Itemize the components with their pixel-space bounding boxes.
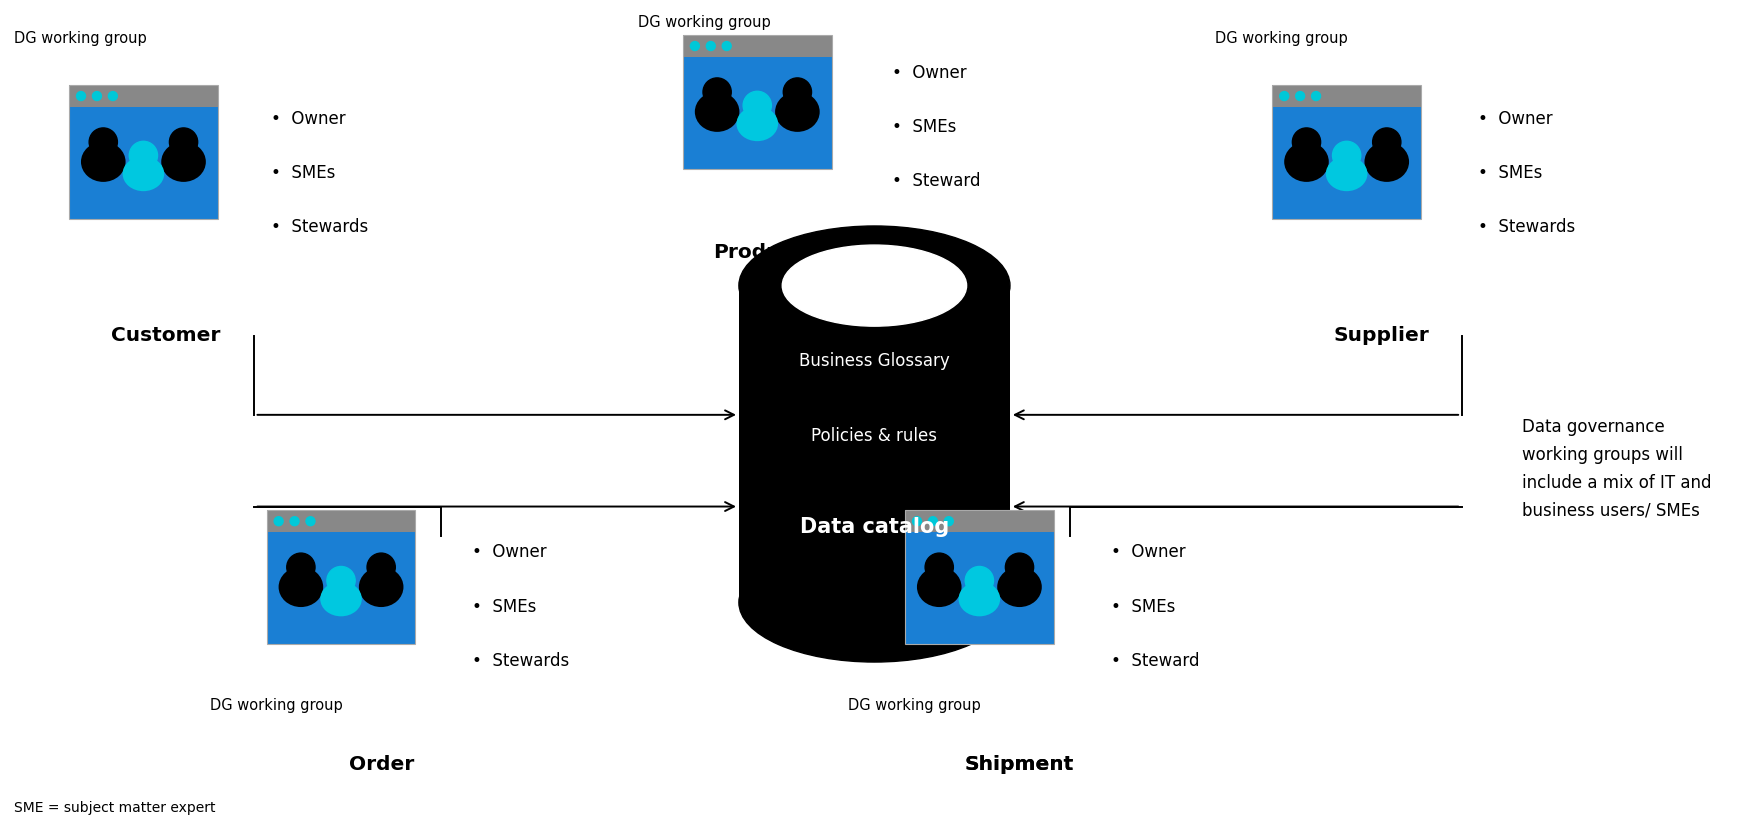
Text: •  SMEs: • SMEs — [1478, 164, 1541, 182]
Text: DG working group: DG working group — [1214, 31, 1348, 46]
Text: •  Steward: • Steward — [1110, 652, 1198, 670]
Text: Data governance
working groups will
include a mix of IT and
business users/ SMEs: Data governance working groups will incl… — [1520, 418, 1710, 520]
Text: Supplier: Supplier — [1334, 326, 1428, 345]
Circle shape — [743, 91, 771, 120]
Text: •  Stewards: • Stewards — [271, 218, 369, 236]
Text: DG working group: DG working group — [638, 15, 771, 29]
Circle shape — [306, 517, 315, 525]
Text: •  SMEs: • SMEs — [1110, 597, 1174, 616]
Text: Product: Product — [712, 243, 801, 261]
Text: •  Owner: • Owner — [473, 543, 546, 561]
Circle shape — [784, 78, 812, 106]
Circle shape — [286, 553, 315, 582]
Text: Shipment: Shipment — [965, 756, 1074, 774]
FancyBboxPatch shape — [267, 510, 415, 644]
Circle shape — [367, 553, 395, 582]
Circle shape — [1332, 142, 1360, 169]
Ellipse shape — [278, 567, 323, 607]
Circle shape — [965, 566, 993, 595]
Text: DG working group: DG working group — [14, 31, 146, 46]
FancyBboxPatch shape — [682, 35, 831, 57]
Text: Order: Order — [348, 756, 413, 774]
Circle shape — [169, 128, 197, 156]
Text: Policies & rules: Policies & rules — [812, 427, 936, 445]
Ellipse shape — [958, 582, 1000, 616]
Ellipse shape — [1325, 157, 1367, 191]
Circle shape — [1372, 128, 1400, 156]
Text: DG working group: DG working group — [209, 698, 343, 713]
Circle shape — [327, 566, 355, 595]
Circle shape — [90, 128, 118, 156]
Text: •  Steward: • Steward — [891, 173, 980, 190]
Ellipse shape — [123, 157, 163, 191]
Ellipse shape — [738, 543, 1010, 662]
FancyBboxPatch shape — [905, 510, 1052, 644]
Circle shape — [1291, 128, 1320, 156]
Ellipse shape — [775, 91, 819, 132]
Circle shape — [928, 517, 936, 525]
Text: Data catalog: Data catalog — [799, 517, 949, 537]
Circle shape — [706, 42, 715, 50]
Text: •  Owner: • Owner — [1110, 543, 1184, 561]
Ellipse shape — [1283, 142, 1328, 182]
Text: •  Stewards: • Stewards — [1478, 218, 1574, 236]
Ellipse shape — [320, 582, 362, 616]
Circle shape — [924, 553, 952, 582]
Text: •  Owner: • Owner — [1478, 110, 1551, 128]
Circle shape — [691, 42, 699, 50]
Circle shape — [703, 78, 731, 106]
Text: Shipment: Shipment — [965, 756, 1074, 774]
Ellipse shape — [81, 142, 125, 182]
Circle shape — [274, 517, 283, 525]
Ellipse shape — [738, 226, 1010, 345]
FancyBboxPatch shape — [905, 510, 1052, 532]
Circle shape — [722, 42, 731, 50]
Ellipse shape — [917, 567, 961, 607]
FancyBboxPatch shape — [682, 35, 831, 169]
Ellipse shape — [736, 106, 778, 141]
FancyBboxPatch shape — [69, 85, 218, 219]
FancyBboxPatch shape — [738, 286, 1010, 603]
Circle shape — [944, 517, 952, 525]
Ellipse shape — [358, 567, 404, 607]
Circle shape — [77, 91, 86, 101]
Circle shape — [290, 517, 299, 525]
Text: •  SMEs: • SMEs — [271, 164, 336, 182]
Text: •  Owner: • Owner — [271, 110, 346, 128]
Circle shape — [1005, 553, 1033, 582]
Circle shape — [1311, 91, 1320, 101]
Circle shape — [93, 91, 102, 101]
Text: Customer: Customer — [111, 326, 221, 345]
Text: •  SMEs: • SMEs — [473, 597, 536, 616]
Ellipse shape — [782, 245, 966, 326]
Circle shape — [130, 142, 158, 169]
Ellipse shape — [996, 567, 1042, 607]
Text: •  SMEs: • SMEs — [891, 118, 956, 137]
Text: DG working group: DG working group — [847, 698, 980, 713]
Circle shape — [109, 91, 118, 101]
Ellipse shape — [694, 91, 740, 132]
Ellipse shape — [162, 142, 206, 182]
Text: •  Stewards: • Stewards — [473, 652, 569, 670]
Circle shape — [1279, 91, 1288, 101]
Circle shape — [1295, 91, 1304, 101]
Circle shape — [912, 517, 921, 525]
Ellipse shape — [1363, 142, 1409, 182]
Text: SME = subject matter expert: SME = subject matter expert — [14, 801, 216, 815]
FancyBboxPatch shape — [1272, 85, 1420, 106]
FancyBboxPatch shape — [267, 510, 415, 532]
Text: •  Owner: • Owner — [891, 64, 966, 82]
Text: Business Glossary: Business Glossary — [799, 352, 949, 370]
FancyBboxPatch shape — [69, 85, 218, 106]
FancyBboxPatch shape — [1272, 85, 1420, 219]
